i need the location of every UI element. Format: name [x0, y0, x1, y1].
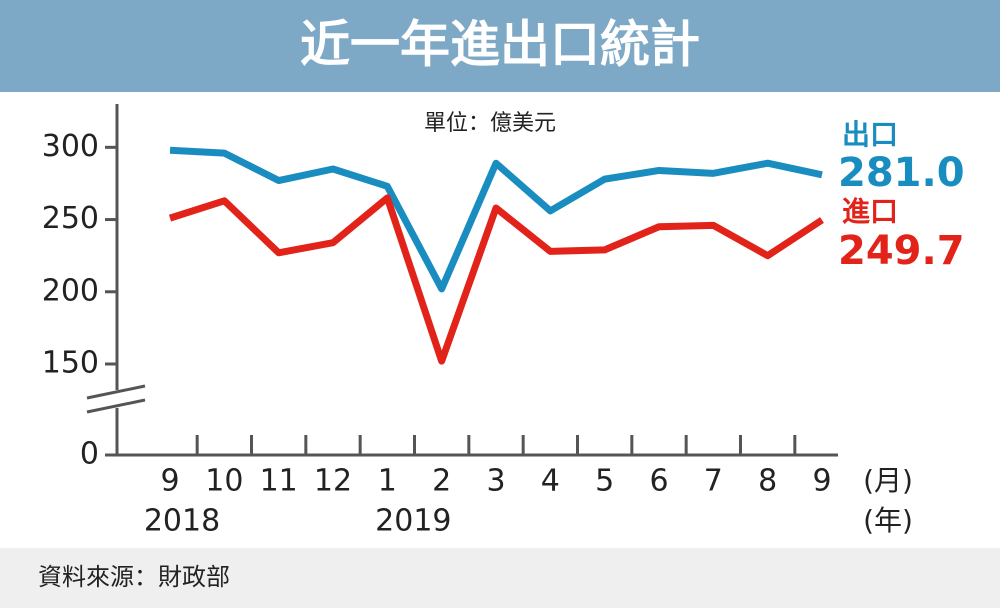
y-tick-label: 200 — [42, 273, 99, 308]
x-year-unit: (年) — [863, 504, 913, 537]
x-unit: (月) — [863, 464, 913, 497]
x-tick-label: 6 — [649, 464, 668, 499]
value-label: 249.7 — [838, 228, 965, 274]
legend-label: 進口 — [842, 195, 898, 228]
subtitle: 單位：億美元 — [424, 111, 556, 136]
line-series — [168, 194, 824, 365]
x-tick-label: 1 — [378, 464, 397, 499]
footer-bar — [0, 548, 1000, 608]
x-year-label: 2019 — [375, 504, 451, 539]
line-series — [169, 146, 823, 293]
x-tick-label: 3 — [486, 464, 505, 499]
y-tick-label: 150 — [42, 346, 99, 381]
axis-break-mark — [86, 384, 146, 400]
legend-label: 出口 — [842, 118, 898, 151]
chart-title: 近一年進出口統計 — [300, 16, 700, 74]
title-bar — [0, 0, 1000, 92]
axis-break-mark — [86, 398, 146, 414]
x-tick-label: 10 — [205, 464, 243, 499]
y-tick-label: 300 — [42, 129, 99, 164]
x-tick-label: 11 — [260, 464, 298, 499]
x-tick-label: 8 — [758, 464, 777, 499]
y-tick-label: 0 — [80, 437, 99, 472]
x-tick-label: 9 — [812, 464, 831, 499]
x-tick-label: 12 — [314, 464, 352, 499]
y-tick-label: 250 — [42, 201, 99, 236]
x-tick-label: 7 — [704, 464, 723, 499]
x-tick-label: 5 — [595, 464, 614, 499]
source: 資料來源：財政部 — [38, 563, 230, 591]
x-tick-label: 2 — [432, 464, 451, 499]
x-year-label: 2018 — [144, 504, 220, 539]
value-label: 281.0 — [838, 150, 965, 196]
x-tick-label: 9 — [160, 464, 179, 499]
x-tick-label: 4 — [541, 464, 560, 499]
